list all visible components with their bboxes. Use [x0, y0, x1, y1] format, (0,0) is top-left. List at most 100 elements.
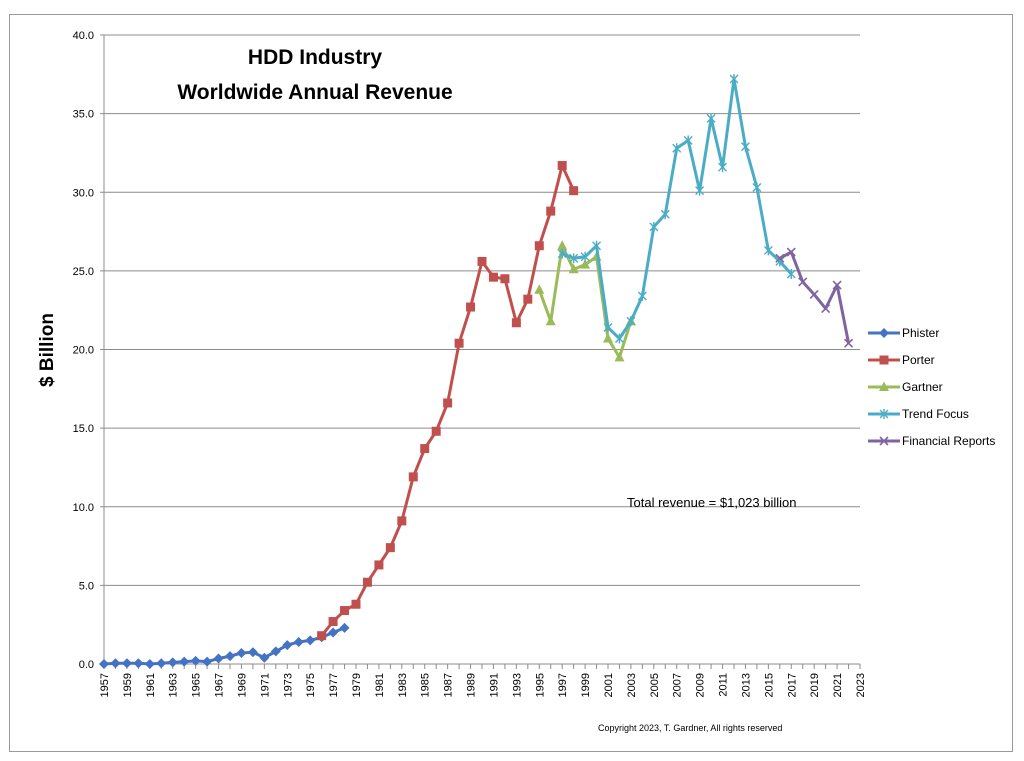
- data-point-phister: [110, 658, 121, 669]
- x-tick-label: 1995: [534, 673, 546, 697]
- data-point-trend-focus: [580, 251, 590, 262]
- x-tick-labels: 1957 1959 1961 1963 1965 1967 1969 1971 1973 1975…: [99, 673, 867, 697]
- legend: Phister Porter Gartner Trend Focus Financial…: [868, 326, 995, 448]
- data-point-porter: [569, 186, 579, 196]
- data-point-phister: [328, 627, 339, 638]
- data-point-financial-reports: [821, 304, 831, 314]
- legend-swatch-marker: [879, 436, 889, 446]
- y-tick-label: 30.0: [73, 187, 94, 199]
- x-tick-label: 2015: [763, 673, 775, 697]
- data-point-trend-focus: [695, 185, 705, 196]
- x-tick-label: 1963: [168, 673, 180, 697]
- y-tick-label: 5.0: [79, 580, 94, 592]
- legend-item-gartner: Gartner: [868, 380, 943, 394]
- data-point-gartner: [580, 259, 591, 269]
- x-tick-label: 1977: [328, 673, 340, 697]
- legend-label: Porter: [902, 353, 935, 367]
- data-point-trend-focus: [637, 291, 647, 302]
- series-phister: [99, 622, 350, 669]
- series-line-phister: [103, 626, 346, 666]
- x-tick-label: 1957: [99, 673, 111, 697]
- data-point-trend-focus: [706, 113, 716, 124]
- data-point-porter: [443, 398, 453, 408]
- data-point-porter: [511, 318, 521, 328]
- x-tick-label: 2009: [695, 673, 707, 697]
- data-point-financial-reports: [843, 338, 854, 348]
- data-point-trend-focus: [603, 322, 613, 333]
- x-tick-label: 2011: [718, 673, 730, 697]
- y-tick-label: 15.0: [73, 423, 94, 435]
- data-point-gartner: [603, 332, 613, 343]
- x-tick-label: 1965: [191, 673, 203, 697]
- data-point-trend-focus: [672, 143, 682, 154]
- data-point-trend-focus: [718, 162, 728, 173]
- x-tick-label: 1959: [122, 673, 134, 697]
- y-tick-label: 10.0: [73, 502, 94, 514]
- chart-frame: [9, 14, 1013, 752]
- data-point-porter: [477, 256, 487, 266]
- series-financial-reports: [775, 247, 854, 348]
- data-point-porter: [385, 543, 395, 553]
- legend-label: Gartner: [902, 380, 943, 394]
- chart-title-line-2: Worldwide Annual Revenue: [177, 81, 452, 104]
- data-point-phister: [293, 636, 304, 647]
- data-point-porter: [340, 606, 350, 616]
- data-point-trend-focus: [557, 248, 567, 259]
- x-tick-label: 2013: [740, 673, 752, 697]
- data-point-trend-focus: [614, 333, 624, 344]
- data-point-trend-focus: [683, 135, 693, 146]
- data-point-trend-focus: [729, 74, 739, 85]
- x-tick-label: 2007: [672, 673, 684, 697]
- data-point-porter: [328, 617, 338, 627]
- data-point-porter: [408, 472, 418, 482]
- data-point-porter: [362, 577, 372, 587]
- x-tick-label: 1999: [580, 673, 592, 697]
- data-point-porter: [374, 560, 384, 570]
- data-point-porter: [431, 426, 441, 436]
- x-tick-label: 1979: [351, 673, 363, 697]
- data-point-gartner: [557, 240, 568, 250]
- legend-swatch-marker: [879, 355, 889, 365]
- data-point-phister: [144, 659, 155, 669]
- x-tick-label: 1973: [282, 673, 294, 697]
- data-point-porter: [546, 206, 556, 216]
- x-tick-label: 1997: [557, 673, 569, 697]
- x-tick-label: 1961: [145, 673, 157, 697]
- x-tick-label: 2001: [603, 673, 615, 697]
- data-point-gartner: [614, 351, 625, 362]
- legend-item-porter: Porter: [868, 353, 935, 367]
- data-point-trend-focus: [626, 316, 636, 327]
- data-point-phister: [202, 656, 213, 667]
- y-axis-label: $ Billion: [37, 313, 58, 387]
- data-point-trend-focus: [649, 221, 659, 232]
- data-point-trend-focus: [786, 269, 796, 280]
- data-point-porter: [523, 294, 533, 304]
- data-point-phister: [190, 655, 201, 666]
- x-tick-label: 1971: [259, 673, 271, 697]
- x-tick-label: 1983: [397, 673, 409, 697]
- x-tick-label: 1981: [374, 673, 386, 697]
- data-point-porter: [420, 444, 430, 454]
- x-tick-label: 1991: [488, 673, 500, 697]
- x-tick-label: 2005: [649, 673, 661, 697]
- data-point-phister: [247, 647, 258, 658]
- data-point-trend-focus: [752, 182, 762, 193]
- data-point-trend-focus: [660, 209, 670, 220]
- copyright-notice: Copyright 2023, T. Gardner, All rights r…: [598, 723, 782, 733]
- data-point-financial-reports: [798, 277, 808, 287]
- data-point-gartner: [545, 315, 556, 326]
- legend-item-trend-focus: Trend Focus: [868, 407, 969, 421]
- legend-item-financial-reports: Financial Reports: [868, 434, 995, 448]
- data-point-gartner: [568, 263, 579, 274]
- data-point-financial-reports: [809, 289, 819, 300]
- axes: [100, 34, 861, 669]
- data-point-trend-focus: [569, 253, 579, 264]
- data-point-phister: [236, 647, 247, 658]
- y-tick-label: 25.0: [73, 266, 94, 278]
- x-tick-label: 1969: [236, 673, 248, 697]
- series-porter: [317, 161, 579, 641]
- data-point-phister: [167, 657, 178, 668]
- legend-label: Trend Focus: [902, 407, 969, 421]
- data-point-phister: [121, 658, 132, 669]
- legend-swatch-marker: [879, 328, 889, 338]
